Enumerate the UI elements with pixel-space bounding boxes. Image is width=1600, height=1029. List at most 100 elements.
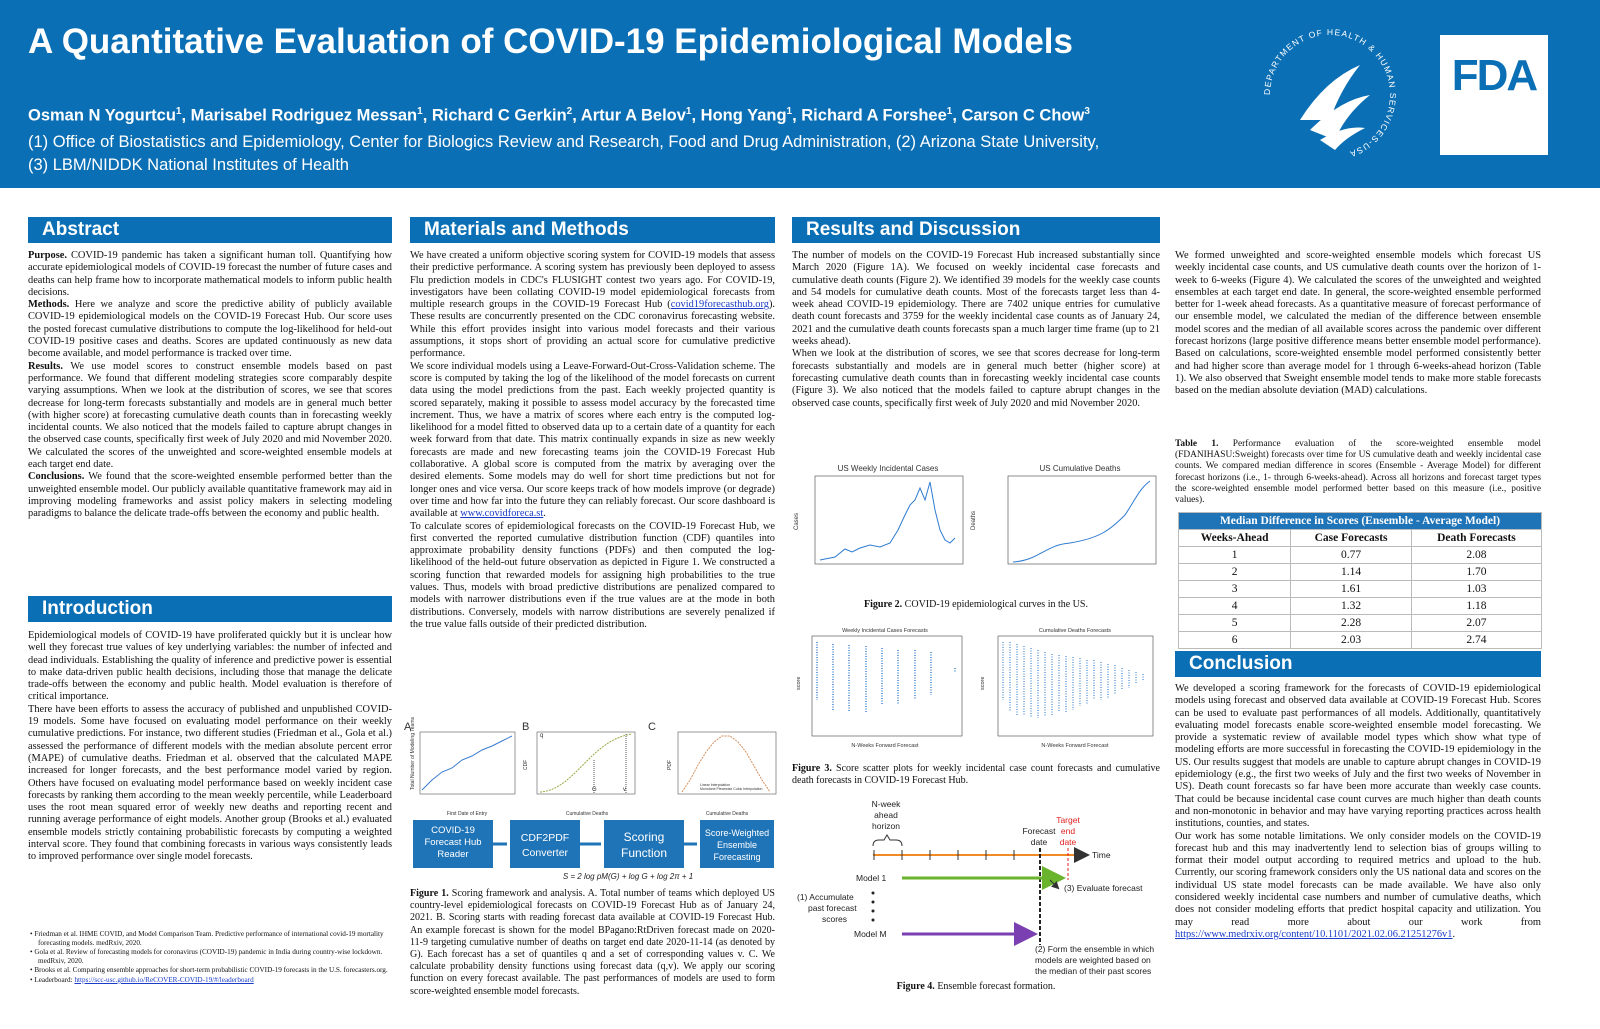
paragraph: We developed a scoring framework for the… (1175, 683, 1541, 830)
flow-text: COVID-19 (431, 825, 475, 836)
ellipsis (871, 891, 875, 922)
curve (819, 481, 956, 561)
axes (419, 731, 516, 795)
axes (814, 475, 964, 565)
author: Richard A Forshee (801, 106, 947, 125)
caption-lead: Figure 4. (896, 981, 935, 992)
lead: Conclusions. (28, 471, 85, 483)
affiliation: (3) LBM/NIDDK National Institutes of Hea… (28, 156, 349, 174)
table-cell: 4 (1177, 597, 1292, 615)
section-heading: Abstract (28, 217, 392, 243)
table-cell: 1.70 (1410, 563, 1543, 581)
flow: COVID-19 Forecast Hub Reader CDF2PDF Con… (413, 820, 774, 881)
authors: Osman N Yogurtcu1, Marisabel Rodriguez M… (28, 106, 1090, 125)
link[interactable]: www.covidforeca.st (460, 508, 544, 520)
axis-label: Deaths (971, 511, 977, 530)
diagram-label: Model M (854, 929, 887, 939)
paragraph: The number of models on the COVID-19 For… (792, 250, 1160, 348)
diagram-label: (2) Form the ensemble in which (1035, 944, 1154, 954)
paragraph: We score individual models using a Leave… (410, 361, 775, 521)
results-text: The number of models on the COVID-19 For… (792, 250, 1160, 450)
link[interactable]: https://scc-usc.github.io/ReCOVER-COVID-… (74, 975, 254, 984)
link[interactable]: https://www.medrxiv.org/content/10.1101/… (1175, 928, 1453, 940)
reference: • Friedman et al. IHME COVID, and Model … (30, 930, 384, 947)
flow-box (510, 820, 580, 868)
axis-label: Total Number of Modeling Teams (410, 717, 416, 790)
text: We score individual models using a Leave… (410, 360, 775, 520)
axes (677, 731, 777, 795)
results-text: We formed unweighted and score-weighted … (1175, 250, 1541, 435)
paragraph: Our work has some notable limitations. W… (1175, 831, 1541, 942)
diagram-label: (3) Evaluate forecast (1064, 883, 1143, 893)
marker-label: v (623, 787, 626, 793)
table-row: 5 2.28 2.07 (1177, 614, 1543, 632)
caption-lead: Table 1. (1175, 439, 1219, 449)
paragraph: To calculate scores of epidemiological f… (410, 520, 775, 630)
plot-title: US Cumulative Deaths (1040, 464, 1121, 473)
table-cell: 1.14 (1290, 563, 1412, 581)
lead: Purpose. (28, 250, 67, 261)
table-caption: Table 1. Performance evaluation of the s… (1175, 439, 1541, 506)
caption-lead: Figure 1. (410, 888, 449, 899)
diagram-label: end (1061, 826, 1075, 836)
table-cell: 3 (1177, 580, 1292, 598)
table-row: 2 1.14 1.70 (1177, 563, 1543, 581)
table-row: 3 1.61 1.03 (1177, 580, 1543, 598)
axis-label: Cumulative Deaths (566, 811, 609, 817)
axes (536, 731, 636, 795)
diagram-label: date (1060, 837, 1077, 847)
table-cell: 1.61 (1290, 580, 1412, 598)
axis-label: N-Weeks Forward Forecast (851, 743, 919, 749)
axis-label: CDF (523, 760, 529, 770)
text: . (543, 508, 546, 520)
figure-4: N-week ahead horizon Time Forecast date … (797, 799, 1154, 976)
panel-label: B (522, 721, 529, 733)
table: Median Difference in Scores (Ensemble - … (1177, 512, 1543, 649)
lead: Methods. (28, 299, 70, 311)
lead: Results. (28, 360, 63, 372)
col-header: Case Forecasts (1290, 529, 1412, 547)
author: Richard C Gerkin (431, 106, 567, 125)
table-row: Median Difference in Scores (Ensemble - … (1178, 512, 1542, 530)
table-row: 4 1.32 1.18 (1177, 597, 1543, 615)
link[interactable]: covid19forecasthub.org (670, 299, 769, 311)
curve (681, 735, 771, 793)
diagram-label: horizon (872, 821, 900, 831)
axis-label: First Date of Entry (447, 811, 488, 817)
ref-text: Brooks et al. Comparing ensemble approac… (34, 966, 388, 975)
brace (872, 834, 903, 847)
section-heading: Conclusion (1175, 651, 1541, 677)
table-cell: 2.28 (1290, 614, 1412, 632)
diagram-label: Target (1056, 815, 1080, 825)
legend-entry: Linear Interpolation (700, 783, 730, 787)
paragraph: When we look at the distribution of scor… (792, 348, 1160, 409)
col-header: Death Forecasts (1410, 529, 1543, 547)
diagram-label: Forecast (1022, 826, 1056, 836)
table-body: 1 0.77 2.08 2 1.14 1.70 3 1.61 1.03 4 1.32 1.18 5 2.2… (1177, 546, 1543, 649)
paragraph: Methods. Here we analyze and score the p… (28, 299, 392, 360)
reference: • Leaderboard: https://scc-usc.github.io… (30, 975, 254, 984)
axis-label: N-Weeks Forward Forecast (1041, 743, 1109, 749)
plot-title: Weekly Incidental Cases Forecasts (842, 628, 928, 634)
flow-text: Score-Weighted (705, 828, 769, 838)
paragraph: We formed unweighted and score-weighted … (1175, 250, 1541, 397)
affiliation: (1) Office of Biostatistics and Epidemio… (28, 133, 1100, 151)
paragraph: Conclusions. We found that the score-wei… (28, 471, 392, 520)
figure-2: US Weekly Incidental Cases Cases US Cumu… (794, 464, 1157, 565)
table-cell: 2 (1177, 563, 1292, 581)
table-cell: 2.03 (1290, 631, 1412, 649)
flow-text: Reader (437, 849, 468, 860)
axis-label: score (796, 677, 802, 690)
paragraph: Epidemiological models of COVID-19 have … (28, 630, 392, 703)
flow-text: Function (621, 846, 667, 860)
flow-box (700, 820, 774, 868)
author-aff: 1 (175, 106, 182, 117)
references: • Friedman et al. IHME COVID, and Model … (28, 930, 392, 986)
author: Hong Yang (700, 106, 787, 125)
curve (539, 733, 633, 793)
caption-lead: Figure 2. (864, 599, 903, 610)
diagram-label: N-week (872, 799, 902, 809)
text: We found that the score-weighted ensembl… (28, 471, 392, 520)
reference: • Gola et al. Review of forecasting mode… (30, 948, 383, 965)
